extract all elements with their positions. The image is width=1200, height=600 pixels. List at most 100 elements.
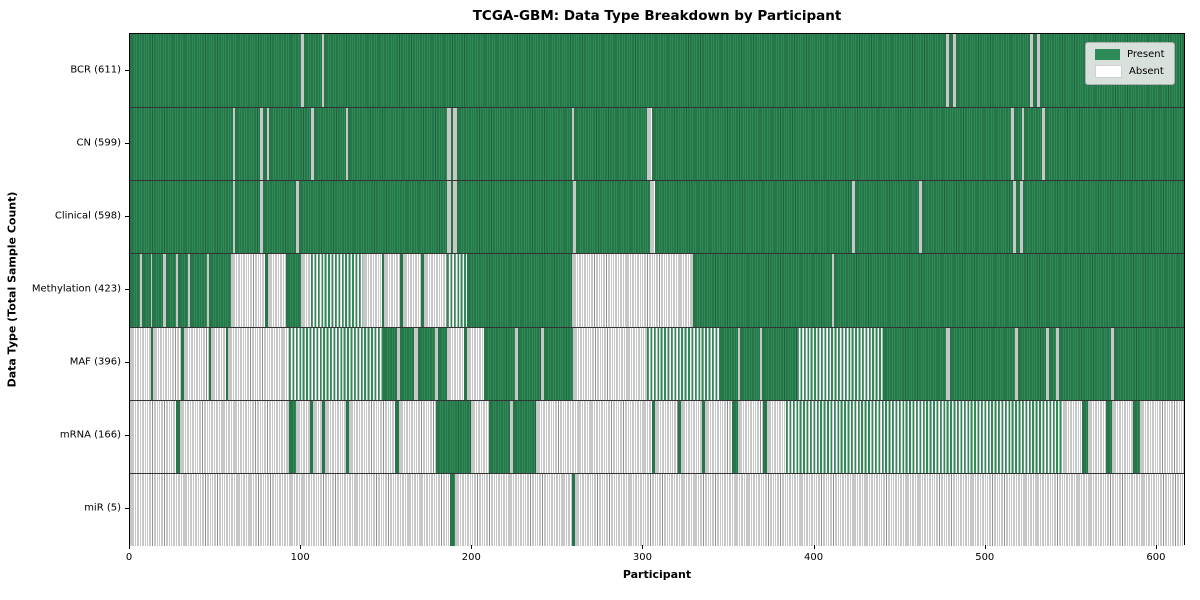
row-segment-present bbox=[381, 253, 385, 327]
row-segment-mixed bbox=[289, 326, 384, 400]
x-tick-mark bbox=[984, 545, 986, 549]
row-segment-absent bbox=[737, 326, 741, 400]
row-segment-absent bbox=[130, 472, 451, 546]
row-segment-absent bbox=[345, 107, 349, 181]
row-segment-present bbox=[1114, 326, 1184, 400]
x-tick-mark bbox=[813, 545, 815, 549]
chart-title: TCGA-GBM: Data Type Breakdown by Partici… bbox=[472, 8, 842, 24]
row-segment-mixed bbox=[797, 326, 884, 400]
row-segment-absent bbox=[1088, 399, 1106, 473]
row-segment-absent bbox=[535, 399, 652, 473]
row-segment-present bbox=[450, 180, 454, 254]
row-segment-absent bbox=[179, 399, 290, 473]
row-segment-present bbox=[1024, 107, 1043, 181]
row-segment-absent bbox=[453, 180, 457, 254]
row-segment-absent bbox=[188, 253, 190, 327]
row-segment-present bbox=[130, 253, 141, 327]
legend-absent-label: Absent bbox=[1129, 66, 1164, 77]
row-segment-absent bbox=[766, 399, 786, 473]
row-segment-absent bbox=[455, 472, 572, 546]
row-segment-present bbox=[269, 107, 312, 181]
row-segment-absent bbox=[396, 326, 401, 400]
row-segment-absent bbox=[681, 399, 702, 473]
row-segment-present bbox=[652, 399, 656, 473]
row-segment-present bbox=[456, 180, 574, 254]
row-segment-present bbox=[677, 399, 682, 473]
row-segment-present bbox=[130, 180, 233, 254]
row-segment-present bbox=[949, 326, 1015, 400]
row-segment-mixed bbox=[446, 253, 468, 327]
row-segment-absent bbox=[296, 399, 310, 473]
row-segment-present bbox=[309, 399, 314, 473]
row-segment-mixed bbox=[646, 326, 721, 400]
row-segment-absent bbox=[311, 107, 314, 181]
row-segment-absent bbox=[1045, 326, 1050, 400]
legend-item-absent: Absent bbox=[1095, 65, 1165, 78]
row-segment-absent bbox=[150, 253, 153, 327]
row-segment-present bbox=[235, 107, 261, 181]
row-segment-absent bbox=[267, 253, 286, 327]
x-tick-mark bbox=[129, 545, 130, 549]
row-segment-present bbox=[732, 399, 738, 473]
row-segment-absent bbox=[919, 180, 922, 254]
row-segment-absent bbox=[1011, 107, 1014, 181]
x-tick-label-100: 100 bbox=[290, 552, 310, 563]
row-segment-present bbox=[1049, 326, 1056, 400]
row-segment-absent bbox=[1139, 399, 1184, 473]
row-segment-absent bbox=[573, 326, 647, 400]
row-segment-mixed bbox=[311, 253, 363, 327]
chart-row-MAF bbox=[130, 326, 1184, 400]
row-segment-absent bbox=[470, 399, 490, 473]
row-segment-present bbox=[324, 34, 947, 108]
row-segment-present bbox=[208, 326, 212, 400]
row-segment-absent bbox=[515, 326, 518, 400]
row-segment-present bbox=[262, 107, 267, 181]
y-tick-label-Clinical: Clinical (598) bbox=[54, 210, 121, 222]
plot-area bbox=[129, 33, 1185, 546]
row-segment-present bbox=[289, 399, 296, 473]
row-segment-absent bbox=[1030, 34, 1033, 108]
y-tick-label-BCR: BCR (611) bbox=[70, 64, 121, 76]
rows-container bbox=[130, 34, 1184, 546]
row-segment-present bbox=[141, 253, 151, 327]
row-divider bbox=[130, 472, 1184, 474]
row-segment-present bbox=[400, 253, 403, 327]
row-segment-present bbox=[1018, 326, 1046, 400]
row-segment-absent bbox=[301, 34, 304, 108]
row-segment-present bbox=[571, 472, 575, 546]
row-segment-present bbox=[883, 326, 947, 400]
row-divider bbox=[130, 180, 1184, 182]
y-tick-label-CN: CN (599) bbox=[76, 137, 121, 149]
row-segment-present bbox=[948, 34, 954, 108]
row-segment-present bbox=[484, 326, 516, 400]
legend-present-label: Present bbox=[1127, 49, 1165, 60]
row-segment-present bbox=[130, 34, 302, 108]
row-segment-present bbox=[1081, 399, 1089, 473]
row-segment-absent bbox=[571, 253, 694, 327]
x-tick-label-600: 600 bbox=[1146, 552, 1166, 563]
row-segment-present bbox=[740, 326, 760, 400]
row-segment-absent bbox=[266, 107, 270, 181]
x-tick-label-0: 0 bbox=[125, 552, 133, 563]
row-segment-absent bbox=[953, 34, 956, 108]
row-segment-present bbox=[1032, 34, 1038, 108]
row-segment-present bbox=[763, 399, 767, 473]
row-segment-present bbox=[1022, 180, 1184, 254]
row-segment-present bbox=[313, 107, 346, 181]
legend: Present Absent bbox=[1085, 42, 1175, 85]
row-segment-absent bbox=[176, 253, 178, 327]
y-tick-mark bbox=[125, 362, 129, 364]
row-segment-absent bbox=[207, 253, 209, 327]
row-segment-present bbox=[1059, 326, 1111, 400]
row-segment-present bbox=[517, 326, 541, 400]
row-segment-present bbox=[235, 180, 261, 254]
row-segment-absent bbox=[414, 326, 418, 400]
row-divider bbox=[130, 326, 1184, 328]
x-tick-mark bbox=[300, 545, 302, 549]
x-tick-label-400: 400 bbox=[804, 552, 824, 563]
y-tick-label-miR: miR (5) bbox=[84, 502, 121, 514]
row-segment-absent bbox=[1037, 34, 1040, 108]
row-segment-present bbox=[225, 326, 229, 400]
row-segment-present bbox=[1132, 399, 1140, 473]
